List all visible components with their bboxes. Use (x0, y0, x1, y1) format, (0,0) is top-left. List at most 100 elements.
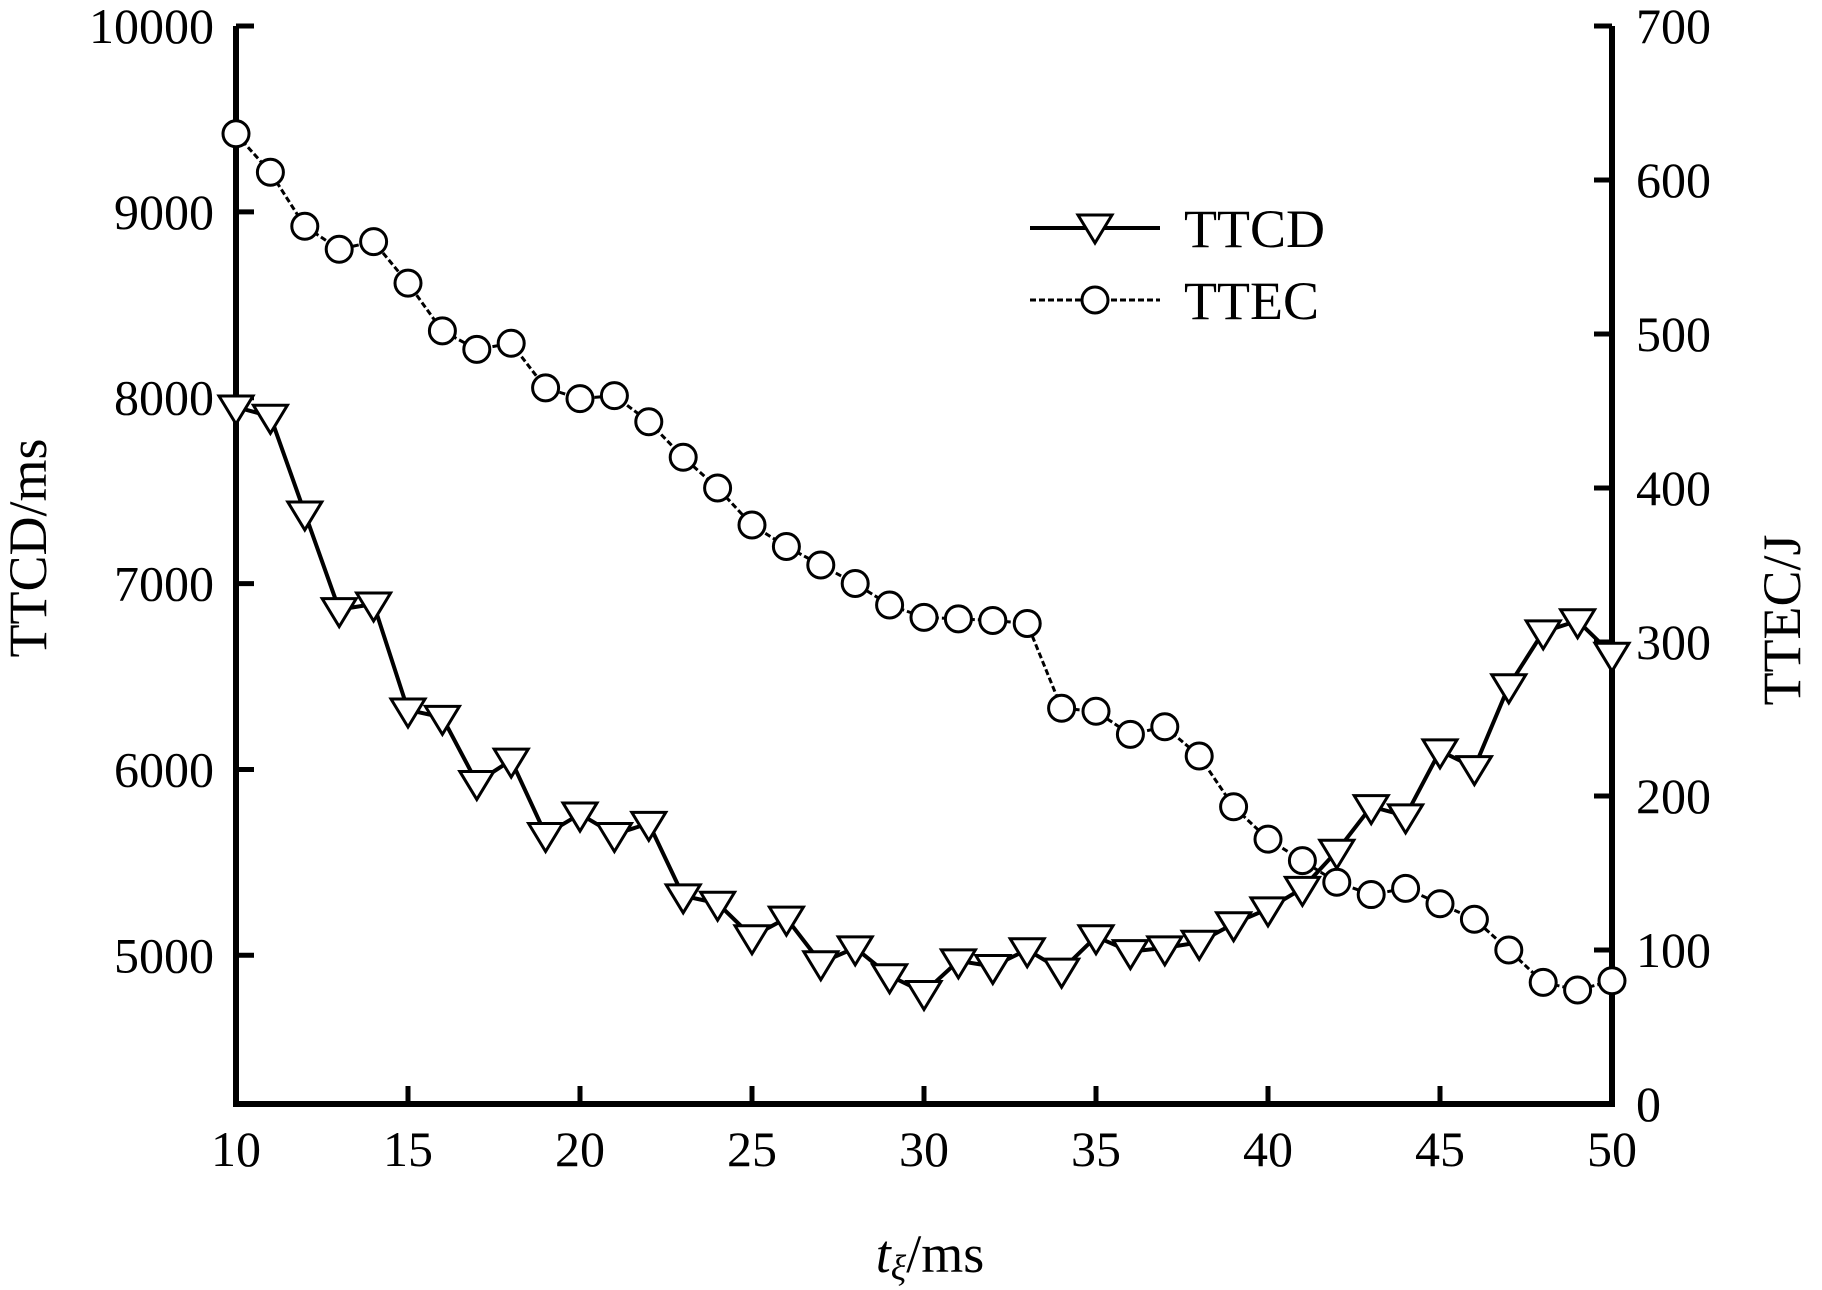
ttcd-point (835, 935, 875, 968)
ttec-point (1115, 719, 1145, 749)
legend-ttcd-label: TTCD (1184, 199, 1325, 259)
ttcd-point (904, 979, 944, 1013)
ttec-point (255, 157, 285, 187)
ttec-point (909, 602, 939, 632)
ttec-point (875, 590, 905, 620)
series-ttec (221, 119, 1627, 1005)
ttec-point (1012, 609, 1042, 639)
ttec-point (599, 381, 629, 411)
y-right-tick-label: 500 (1636, 306, 1711, 362)
x-tick-label: 15 (383, 1121, 433, 1177)
ttec-point (1322, 867, 1352, 897)
y-right-tick-label: 0 (1636, 1076, 1661, 1132)
ttcd-point (594, 822, 635, 855)
ttec-point (531, 373, 561, 403)
ttcd-point (525, 822, 566, 855)
ttec-point (771, 532, 801, 562)
x-tick-label: 20 (555, 1121, 605, 1177)
ttec-point (1494, 935, 1524, 965)
ttcd-point (973, 953, 1013, 987)
ttec-point (290, 211, 320, 241)
ttcd-point (1523, 619, 1563, 652)
ttcd-point (319, 597, 359, 630)
axis-frame (233, 26, 1615, 1107)
ttec-point (1391, 873, 1421, 903)
x-axis-title-unit: /ms (906, 1224, 984, 1284)
y-right-tick-label: 600 (1636, 152, 1711, 208)
x-axis-title-subscript: ξ (891, 1248, 907, 1288)
y-right-tick-label: 200 (1636, 768, 1711, 824)
ttcd-point (1007, 937, 1047, 970)
ttec-point (1563, 975, 1593, 1005)
ttec-point (1528, 967, 1558, 997)
ttcd-point (1179, 929, 1219, 963)
legend-ttec-label: TTEC (1184, 271, 1319, 331)
ttec-point (1356, 880, 1386, 910)
ttec-point (806, 550, 836, 580)
legend: TTCD TTEC (1030, 199, 1325, 331)
ttcd-point (801, 950, 841, 983)
y-left-tick-label: 8000 (114, 370, 214, 426)
ttcd-point (1351, 794, 1391, 827)
ttcd-point (353, 591, 394, 624)
ttcd-point (1385, 803, 1426, 836)
ttcd-point (1420, 738, 1460, 771)
ttcd-point (422, 704, 463, 738)
ttec-point (359, 227, 389, 257)
ttcd-point (560, 801, 600, 834)
ttcd-point (629, 810, 669, 844)
series-ttcd (216, 394, 1632, 1013)
ttcd-point (491, 747, 531, 781)
ttcd-point (1489, 673, 1529, 706)
ttcd-point (1145, 935, 1185, 968)
ttcd-point (1557, 608, 1598, 641)
ttcd-point (388, 697, 428, 730)
x-tick-label: 25 (727, 1121, 777, 1177)
x-tick-label: 50 (1587, 1121, 1637, 1177)
x-tick-label: 10 (211, 1121, 261, 1177)
ttec-point (221, 119, 251, 149)
ttec-point (1047, 693, 1077, 723)
ttcd-point (938, 948, 979, 981)
ttec-point (324, 234, 354, 264)
y-right-tick-label: 100 (1636, 922, 1711, 978)
y-axis-left-title: TTCD/ms (0, 438, 58, 657)
ttcd-point (1213, 911, 1254, 944)
ttec-series-line (234, 132, 1613, 992)
chart-axes (233, 26, 1615, 1107)
ttec-point (1459, 904, 1489, 934)
ttec-point (496, 328, 526, 358)
ttcd-point (1248, 896, 1288, 929)
x-axis-title: tξ/ms (876, 1224, 984, 1288)
y-right-tick-label: 700 (1636, 0, 1711, 54)
ttec-point (1287, 846, 1317, 876)
y-left-tick-label: 9000 (114, 184, 214, 240)
ttcd-point (1282, 875, 1323, 909)
x-axis-title-main: t (876, 1224, 893, 1284)
y-axis-right-title: TTEC/J (1752, 535, 1812, 706)
ttcd-point (1454, 755, 1495, 788)
y-left-tick-label: 10000 (89, 0, 214, 54)
ttec-point (1150, 712, 1180, 742)
x-tick-label: 45 (1415, 1121, 1465, 1177)
ttcd-point (1592, 641, 1632, 675)
chart-ticks: 10 15 20 25 30 35 40 45 505000600070008000900010… (89, 0, 1711, 1177)
ttec-point (978, 605, 1008, 635)
ttec-point (840, 568, 870, 598)
y-left-tick-label: 7000 (114, 556, 214, 612)
ttcd-point (869, 963, 910, 996)
ttec-point (737, 510, 767, 540)
ttec-point (943, 604, 973, 634)
ttec-point (1219, 792, 1249, 822)
ttec-point (1184, 741, 1214, 771)
ttcd-point (1110, 939, 1151, 972)
y-left-tick-label: 6000 (114, 741, 214, 797)
ttcd-point (766, 905, 807, 939)
ttcd-point (457, 769, 497, 803)
ttec-point (703, 473, 733, 503)
ttec-point (634, 407, 664, 437)
ttcd-point (285, 500, 325, 533)
ttec-point (1597, 966, 1627, 996)
ttcd-point (216, 394, 256, 427)
